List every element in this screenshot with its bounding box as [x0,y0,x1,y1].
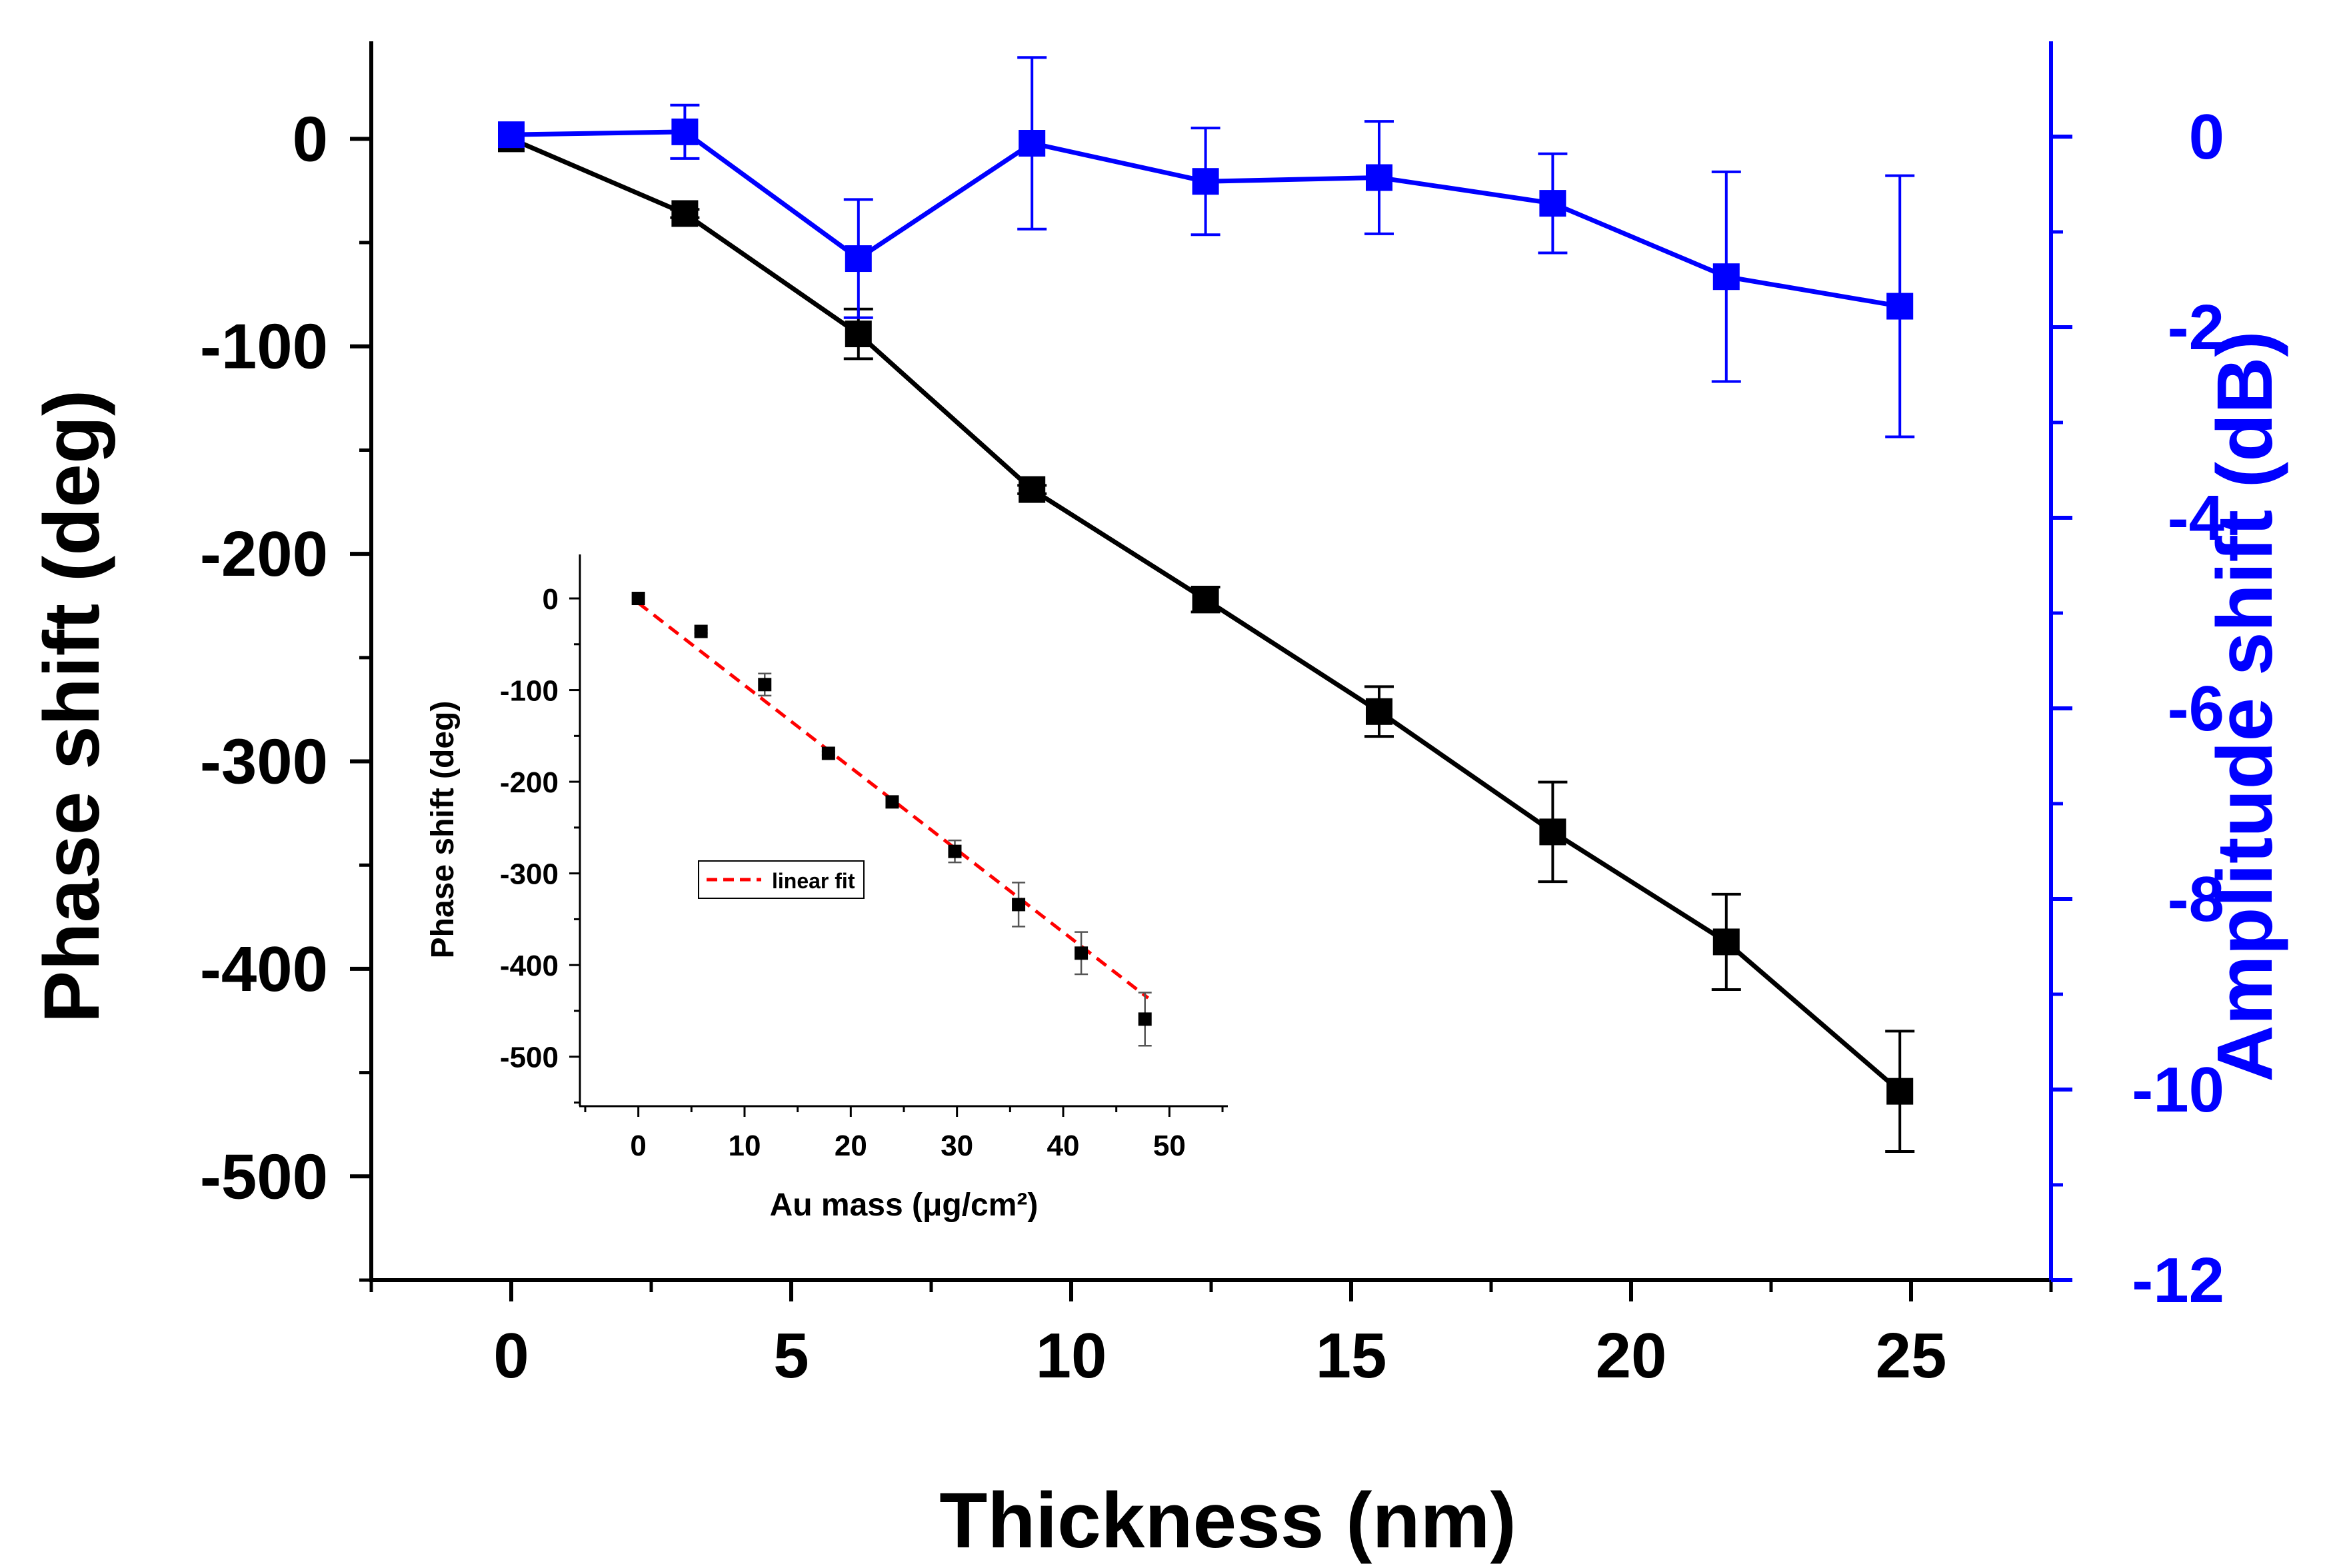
inset-y-tick-label: -500 [500,1042,559,1074]
y2-tick-label: -10 [2132,1054,2224,1126]
y2-tick-label: -12 [2132,1245,2224,1316]
x-tick-label: 10 [1036,1320,1107,1391]
phase-point [1019,476,1046,503]
x-tick-label: 15 [1316,1320,1387,1391]
inset-y-tick-label: -300 [500,858,559,891]
inset-point [1075,946,1089,960]
amplitude-point [498,121,525,149]
phase-point [1192,586,1219,613]
inset-point [694,624,708,638]
y2-tick-label: 0 [2189,101,2224,173]
inset-x-tick-label: 50 [1153,1130,1186,1162]
y2-tick-label: -8 [2168,864,2224,935]
phase-point [1886,1078,1914,1105]
inset-point [948,844,962,858]
inset-y-tick-label: -400 [500,950,559,982]
y2-tick-label: -6 [2168,673,2224,744]
x-tick-label: 0 [493,1320,529,1391]
phase-point [1366,698,1392,725]
inset-point [631,592,645,606]
y-tick-label: 0 [293,103,328,175]
inset-y-axis-title: Phase shift (deg) [425,701,461,959]
x-tick-label: 25 [1876,1320,1947,1391]
inset-point [758,678,772,692]
phase-point [845,321,872,348]
main-chart: 0 5 10 15 20 250-100-200-300-400-5000-2-4-6-8… [28,41,2289,1565]
x-axis-title: Thickness (nm) [939,1477,1516,1565]
inset-legend: linear fit [698,860,865,899]
inset-x-axis-title: Au mass (μg/cm²) [770,1187,1039,1223]
inset-x-tick-label: 40 [1047,1130,1080,1162]
y-axis-title: Phase shift (deg) [28,390,116,1024]
phase-point [671,200,699,227]
inset-y-tick-label: -200 [500,766,559,799]
inset-y-tick-label: 0 [543,583,559,616]
inset-point [1138,1012,1152,1026]
y-tick-label: -300 [200,726,328,798]
amplitude-point [1019,130,1046,157]
amplitude-point [1886,293,1914,320]
amplitude-point [1712,263,1740,291]
inset-x-tick-label: 10 [729,1130,761,1162]
inset-chart: 0 10 20 30 40 50 0 -100 -200 -300 -400 -500 Au mass … [425,554,1228,1223]
y2-axis-title: Amplitude shift (dB) [2201,331,2289,1082]
x-tick-label: 5 [773,1320,809,1391]
phase-point [1539,818,1566,846]
y-tick-label: -200 [200,518,328,590]
inset-x-tick-label: 20 [835,1130,867,1162]
inset-point [821,746,835,760]
amplitude-point [671,118,699,145]
amplitude-point [1539,190,1566,217]
inset-y-tick-label: -100 [500,675,559,708]
amplitude-point [1192,168,1219,195]
inset-fit-line [637,601,1150,1000]
inset-legend-label: linear fit [772,869,855,893]
amplitude-point [845,245,872,273]
y-tick-label: -400 [200,934,328,1005]
y-tick-label: -500 [200,1141,328,1212]
inset-x-tick-label: 0 [630,1130,646,1162]
phase-point [1712,928,1740,956]
x-tick-label: 20 [1596,1320,1667,1391]
inset-x-tick-label: 30 [941,1130,973,1162]
inset-point [1012,898,1026,912]
inset-legend-box [698,860,865,899]
amplitude-point [1366,164,1392,191]
y-tick-label: -100 [200,311,328,383]
y2-tick-label: -2 [2168,292,2224,363]
y2-tick-label: -4 [2168,482,2224,554]
inset-point [885,795,899,809]
